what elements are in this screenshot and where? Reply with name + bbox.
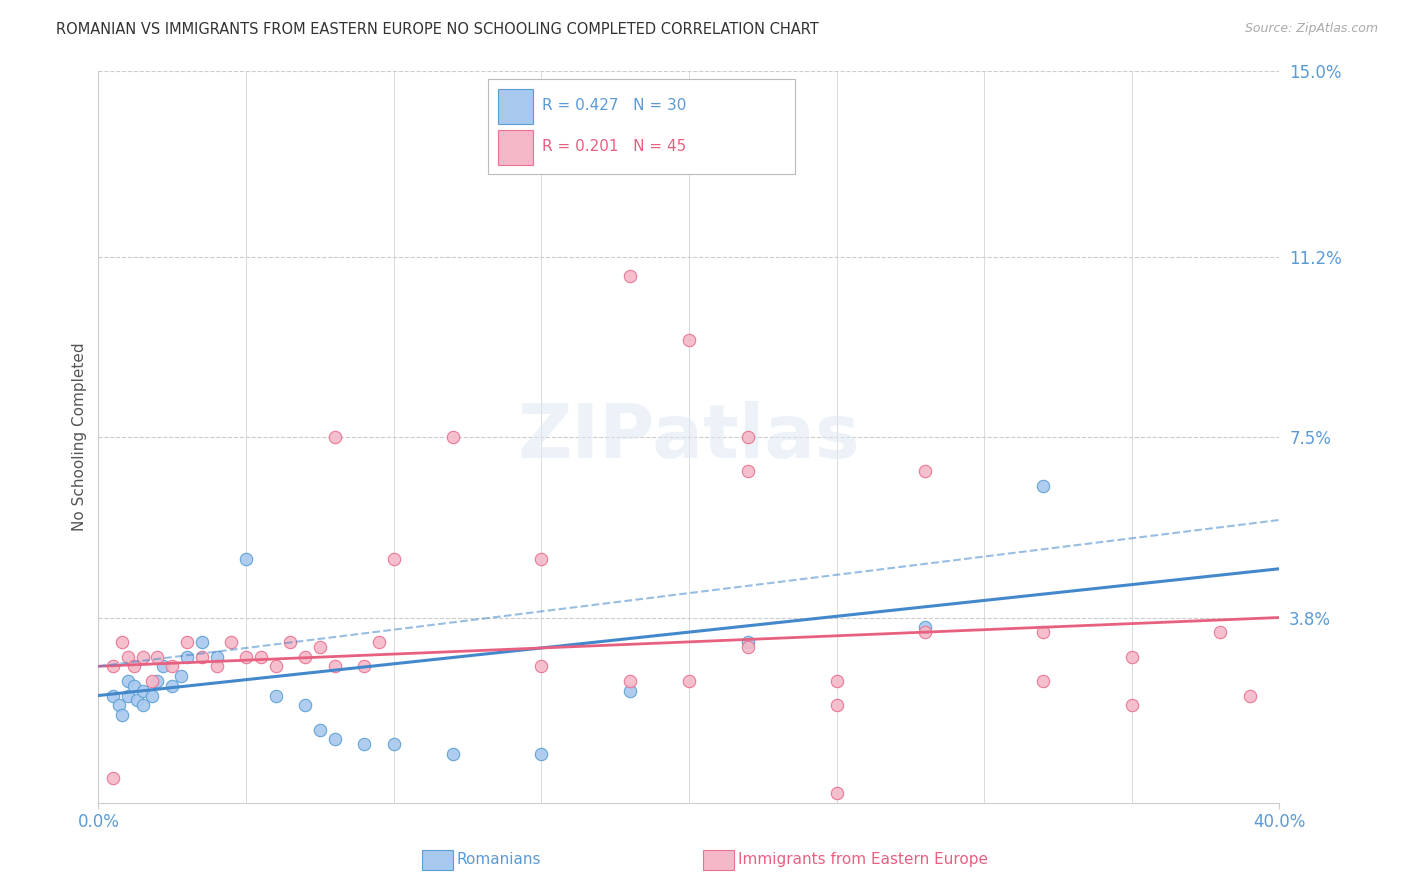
- Point: [162, 679, 183, 693]
- Point: [737, 640, 759, 654]
- Point: [368, 635, 391, 649]
- Point: [117, 673, 139, 688]
- Point: [264, 659, 287, 673]
- Point: [353, 659, 375, 673]
- Point: [146, 673, 169, 688]
- Point: [132, 698, 155, 713]
- Point: [205, 649, 228, 664]
- Point: [176, 649, 198, 664]
- Point: [122, 659, 145, 673]
- Point: [250, 649, 273, 664]
- Point: [323, 659, 346, 673]
- Point: [825, 673, 848, 688]
- Point: [914, 464, 936, 478]
- Y-axis label: No Schooling Completed: No Schooling Completed: [72, 343, 87, 532]
- Point: [219, 635, 242, 649]
- Point: [278, 635, 302, 649]
- Point: [235, 649, 257, 664]
- Text: R = 0.201   N = 45: R = 0.201 N = 45: [543, 139, 686, 154]
- Point: [108, 698, 131, 713]
- Point: [1121, 649, 1143, 664]
- Point: [1121, 698, 1143, 713]
- Point: [1032, 479, 1054, 493]
- Point: [530, 552, 553, 566]
- Point: [441, 747, 464, 761]
- Point: [264, 689, 287, 703]
- Point: [619, 673, 641, 688]
- FancyBboxPatch shape: [498, 89, 533, 124]
- Text: Immigrants from Eastern Europe: Immigrants from Eastern Europe: [738, 853, 988, 867]
- Point: [235, 552, 257, 566]
- Point: [323, 732, 346, 747]
- Point: [825, 698, 848, 713]
- Point: [530, 747, 553, 761]
- Point: [205, 659, 228, 673]
- Point: [737, 430, 759, 444]
- Point: [737, 635, 759, 649]
- Point: [619, 269, 641, 284]
- Point: [162, 659, 183, 673]
- Point: [914, 625, 936, 640]
- Point: [825, 786, 848, 800]
- Point: [170, 669, 193, 683]
- Point: [103, 689, 125, 703]
- Point: [619, 683, 641, 698]
- Point: [382, 737, 405, 751]
- Point: [111, 708, 134, 723]
- Point: [323, 430, 346, 444]
- Text: R = 0.427   N = 30: R = 0.427 N = 30: [543, 98, 688, 113]
- Point: [152, 659, 174, 673]
- Point: [103, 772, 125, 786]
- Point: [117, 689, 139, 703]
- Text: ROMANIAN VS IMMIGRANTS FROM EASTERN EUROPE NO SCHOOLING COMPLETED CORRELATION CH: ROMANIAN VS IMMIGRANTS FROM EASTERN EURO…: [56, 22, 818, 37]
- Point: [122, 679, 145, 693]
- FancyBboxPatch shape: [498, 130, 533, 165]
- Point: [441, 430, 464, 444]
- Text: Romanians: Romanians: [457, 853, 541, 867]
- Point: [382, 552, 405, 566]
- Point: [309, 723, 332, 737]
- Point: [530, 659, 553, 673]
- Point: [1239, 689, 1261, 703]
- Point: [191, 649, 214, 664]
- Point: [309, 640, 332, 654]
- Point: [146, 649, 169, 664]
- Point: [191, 635, 214, 649]
- Point: [141, 673, 163, 688]
- Point: [1032, 673, 1054, 688]
- Point: [103, 659, 125, 673]
- FancyBboxPatch shape: [488, 78, 796, 174]
- Text: Source: ZipAtlas.com: Source: ZipAtlas.com: [1244, 22, 1378, 36]
- Point: [353, 737, 375, 751]
- Point: [294, 649, 316, 664]
- Point: [125, 693, 148, 707]
- Point: [678, 673, 700, 688]
- Point: [678, 333, 700, 347]
- Text: ZIPatlas: ZIPatlas: [517, 401, 860, 474]
- Point: [1032, 625, 1054, 640]
- Point: [111, 635, 134, 649]
- Point: [737, 464, 759, 478]
- Point: [914, 620, 936, 634]
- Point: [141, 689, 163, 703]
- Point: [117, 649, 139, 664]
- Point: [176, 635, 198, 649]
- Point: [132, 683, 155, 698]
- Point: [132, 649, 155, 664]
- Point: [294, 698, 316, 713]
- Point: [1209, 625, 1232, 640]
